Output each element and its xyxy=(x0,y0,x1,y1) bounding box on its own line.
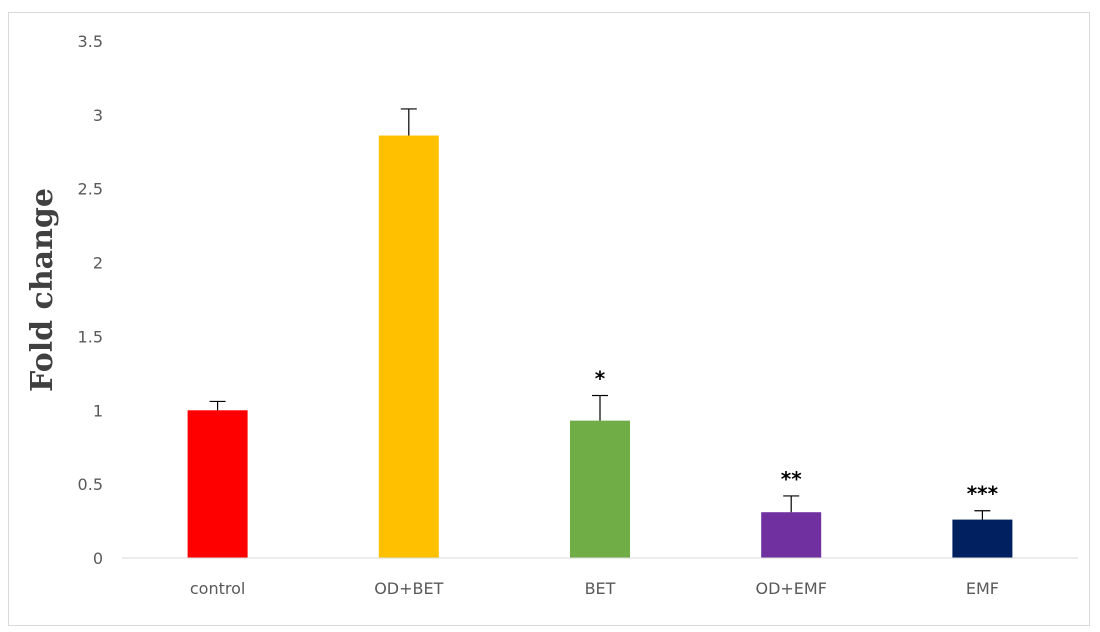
significance-mark: * xyxy=(595,367,606,391)
y-tick-label: 0 xyxy=(93,549,103,568)
bar-od-emf xyxy=(761,512,822,558)
y-tick-label: 2.5 xyxy=(78,180,103,199)
y-tick-label: 3.5 xyxy=(78,32,103,51)
bar-emf xyxy=(952,519,1013,558)
x-tick-label: BET xyxy=(585,579,616,598)
y-tick-label: 1.5 xyxy=(78,327,103,346)
x-tick-label: OD+EMF xyxy=(755,579,826,598)
y-tick-label: 3 xyxy=(93,106,103,125)
bar-od-bet xyxy=(378,135,439,558)
y-tick-label: 1 xyxy=(93,401,103,420)
significance-mark: ** xyxy=(781,467,802,491)
bar-control xyxy=(187,410,248,558)
x-tick-label: EMF xyxy=(966,579,999,598)
x-tick-label: control xyxy=(190,579,245,598)
y-axis-label: Fold change xyxy=(25,188,60,392)
y-tick-label: 2 xyxy=(93,254,103,273)
bar-bet xyxy=(570,420,630,558)
y-tick-label: 0.5 xyxy=(78,475,103,494)
significance-mark: *** xyxy=(967,482,999,506)
x-tick-label: OD+BET xyxy=(374,579,443,598)
